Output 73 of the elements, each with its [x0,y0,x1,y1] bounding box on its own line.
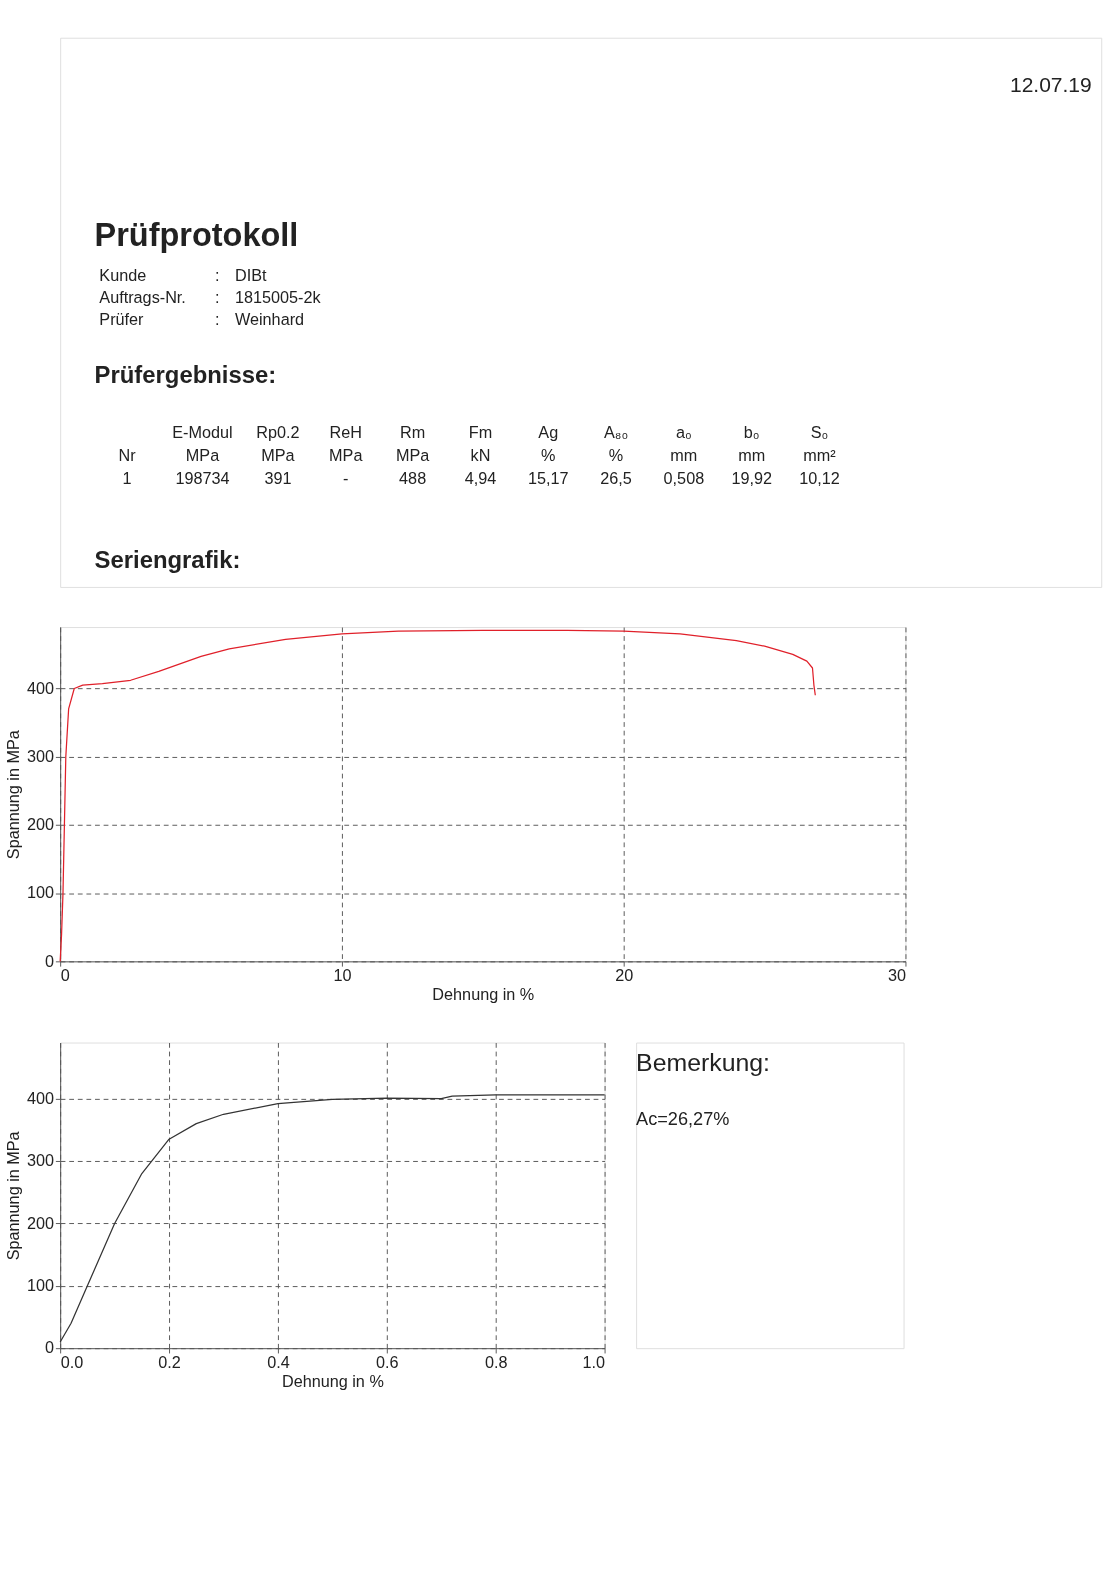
x-tick-label: 0.8 [484,1352,508,1371]
text: % [608,445,624,464]
y-tick-label: 100 [26,1276,54,1295]
text: 1815005-2k [234,288,322,307]
line-series [59,629,816,962]
text: A₈₀ [603,422,629,441]
y-tick-label: 400 [26,1088,54,1107]
text: : [214,310,220,329]
text: Prüfprotokoll [94,216,299,253]
text: : [214,288,220,307]
y-tick-label: 100 [26,883,54,902]
x-tick-label: 0.6 [376,1352,399,1371]
x-tick-label: 0 [60,965,70,984]
text: 391 [264,468,292,487]
text: - [343,468,349,487]
y-tick-label: 400 [26,678,54,697]
x-tick-label: 0.4 [267,1352,290,1371]
text: : [214,266,220,285]
text: 198734 [175,468,230,487]
text: Nr [118,445,137,464]
text: 0,508 [663,468,705,487]
y-tick-label: 0 [44,1338,54,1357]
text: E-Modul [172,422,233,441]
text: Kunde [99,266,147,285]
y-tick-label: 200 [26,815,54,834]
text: 488 [399,468,427,487]
text: S₀ [810,422,829,441]
text: Prüfer [99,310,145,329]
text: 19,92 [731,468,772,487]
text: DIBt [234,266,267,285]
text: % [541,445,556,464]
text: MPa [185,445,221,464]
y-tick-label: 200 [26,1213,54,1232]
text: b₀ [743,422,760,441]
text: Seriengrafik: [94,545,241,573]
text: mm² [803,445,837,464]
y-tick-label: 300 [26,746,54,765]
text: 15,17 [527,468,569,487]
text: MPa [261,445,296,464]
text: mm [670,445,698,464]
text: 26,5 [600,468,632,487]
y-tick-label: 300 [26,1151,54,1170]
text: Weinhard [234,310,305,329]
x-tick-label: 20 [615,965,634,984]
text: ReH [329,422,362,441]
x-tick-label: 30 [887,965,906,984]
line-series [59,1094,606,1343]
text: Ac=26,27% [636,1108,730,1129]
y-tick-label: 0 [44,951,54,970]
y-axis-title: Spannung in MPa [4,729,23,860]
text: Ag [538,422,559,441]
text: 1 [122,468,132,487]
text: MPa [395,445,431,464]
text: 10,12 [799,468,840,487]
x-axis-title: Dehnung in % [432,985,535,1004]
text: 4,94 [464,468,497,487]
text: MPa [329,445,364,464]
text: Rm [400,422,426,441]
y-axis-title: Spannung in MPa [4,1130,23,1261]
text: Bemerkung: [636,1049,770,1077]
x-tick-label: 10 [333,965,352,984]
text: Auftrags-Nr. [99,288,186,307]
text: Prüfergebnisse: [94,360,277,388]
text: Fm [468,422,493,441]
text: a₀ [675,422,692,441]
x-axis-title: Dehnung in % [281,1371,384,1390]
text: Rp0.2 [256,422,300,441]
x-tick-label: 0.0 [60,1352,84,1371]
x-tick-label: 0.2 [158,1352,181,1371]
text: mm [738,445,766,464]
text: 12.07.19 [1009,73,1092,97]
x-tick-label: 1.0 [582,1352,606,1371]
text: kN [470,445,491,464]
